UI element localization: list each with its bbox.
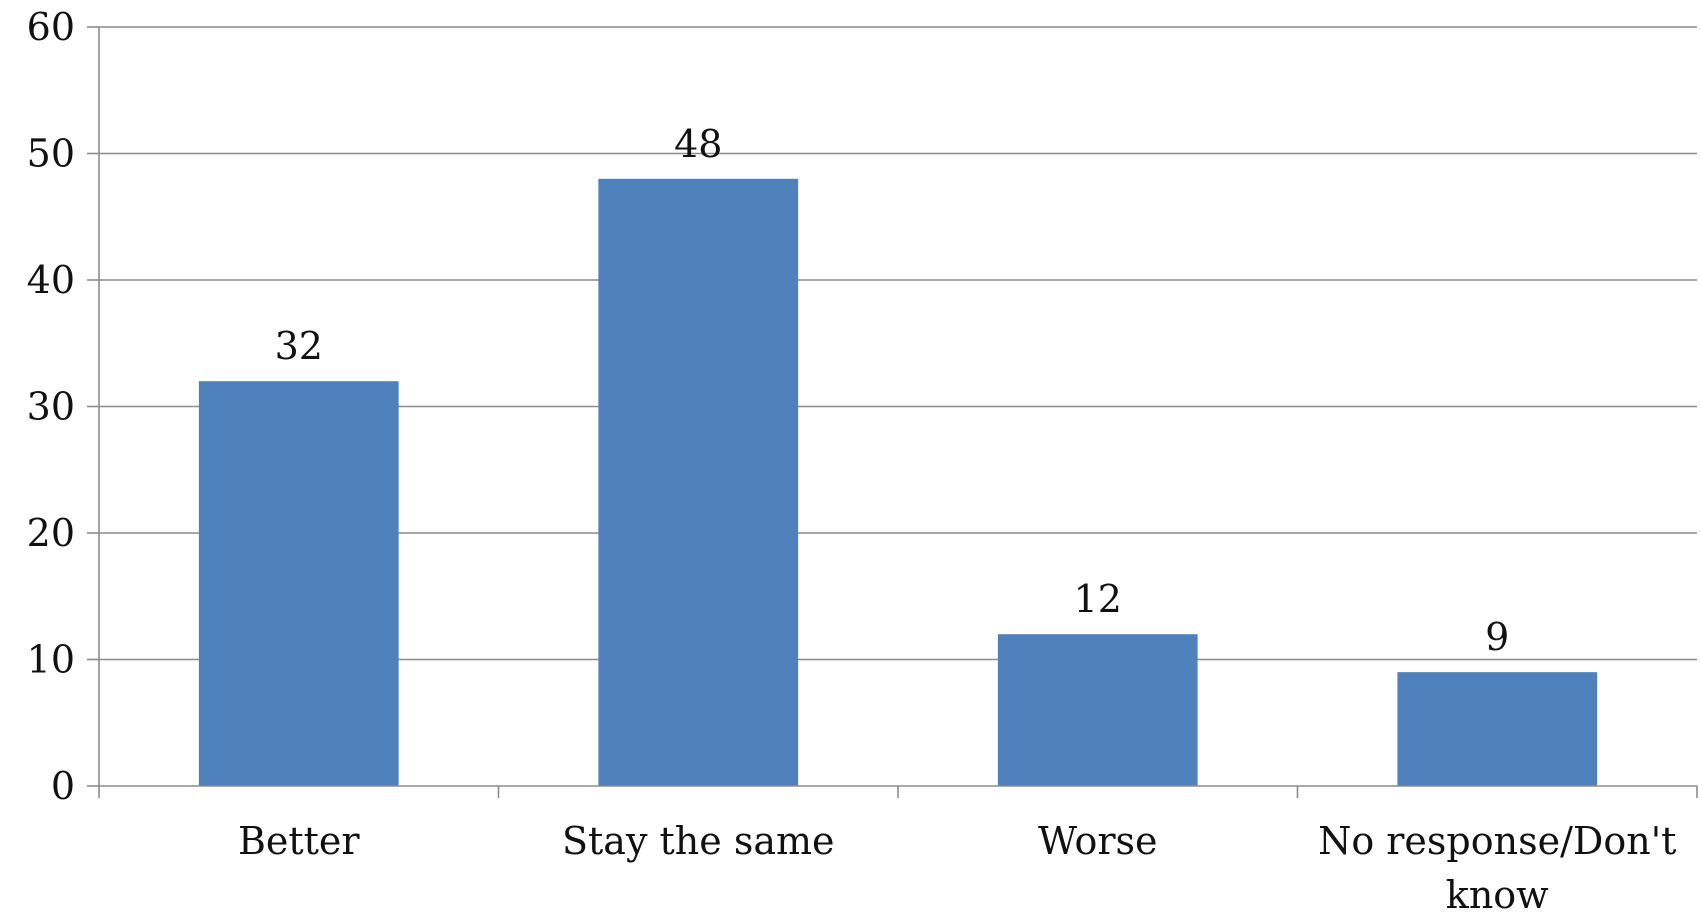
bar [598,178,799,787]
x-tick-label-line: know [1446,873,1549,912]
y-tick-label: 0 [51,764,75,808]
data-label: 12 [1074,577,1122,621]
x-tick-label: Stay the same [562,819,835,863]
x-tick-label-line: No response/Don't [1318,819,1676,863]
x-tick-label: Worse [1038,819,1158,863]
data-label: 32 [275,324,323,368]
y-tick-labels: 0 10 20 30 40 50 60 [27,5,75,808]
data-labels: 32 48 12 9 [275,122,1510,659]
x-tick-label-line: Better [238,819,360,863]
y-tick-label: 50 [27,132,75,176]
bar [997,634,1198,786]
axes [87,26,1698,798]
bar [198,381,399,786]
x-tick-labels: Better Stay the same Worse No response/Don'… [238,819,1676,912]
data-label: 48 [674,122,722,166]
bar [1397,672,1598,786]
y-tick-label: 10 [27,638,75,682]
y-tick-label: 30 [27,385,75,429]
y-tick-label: 40 [27,258,75,302]
x-tick-label-line: Stay the same [562,819,835,863]
data-label: 9 [1485,615,1509,659]
x-tick-label: Better [238,819,360,863]
y-tick-label: 60 [27,5,75,49]
x-tick-label-line: Worse [1038,819,1158,863]
y-tick-label: 20 [27,511,75,555]
x-tick-label: No response/Don't know [1318,819,1676,912]
bars [198,178,1598,787]
